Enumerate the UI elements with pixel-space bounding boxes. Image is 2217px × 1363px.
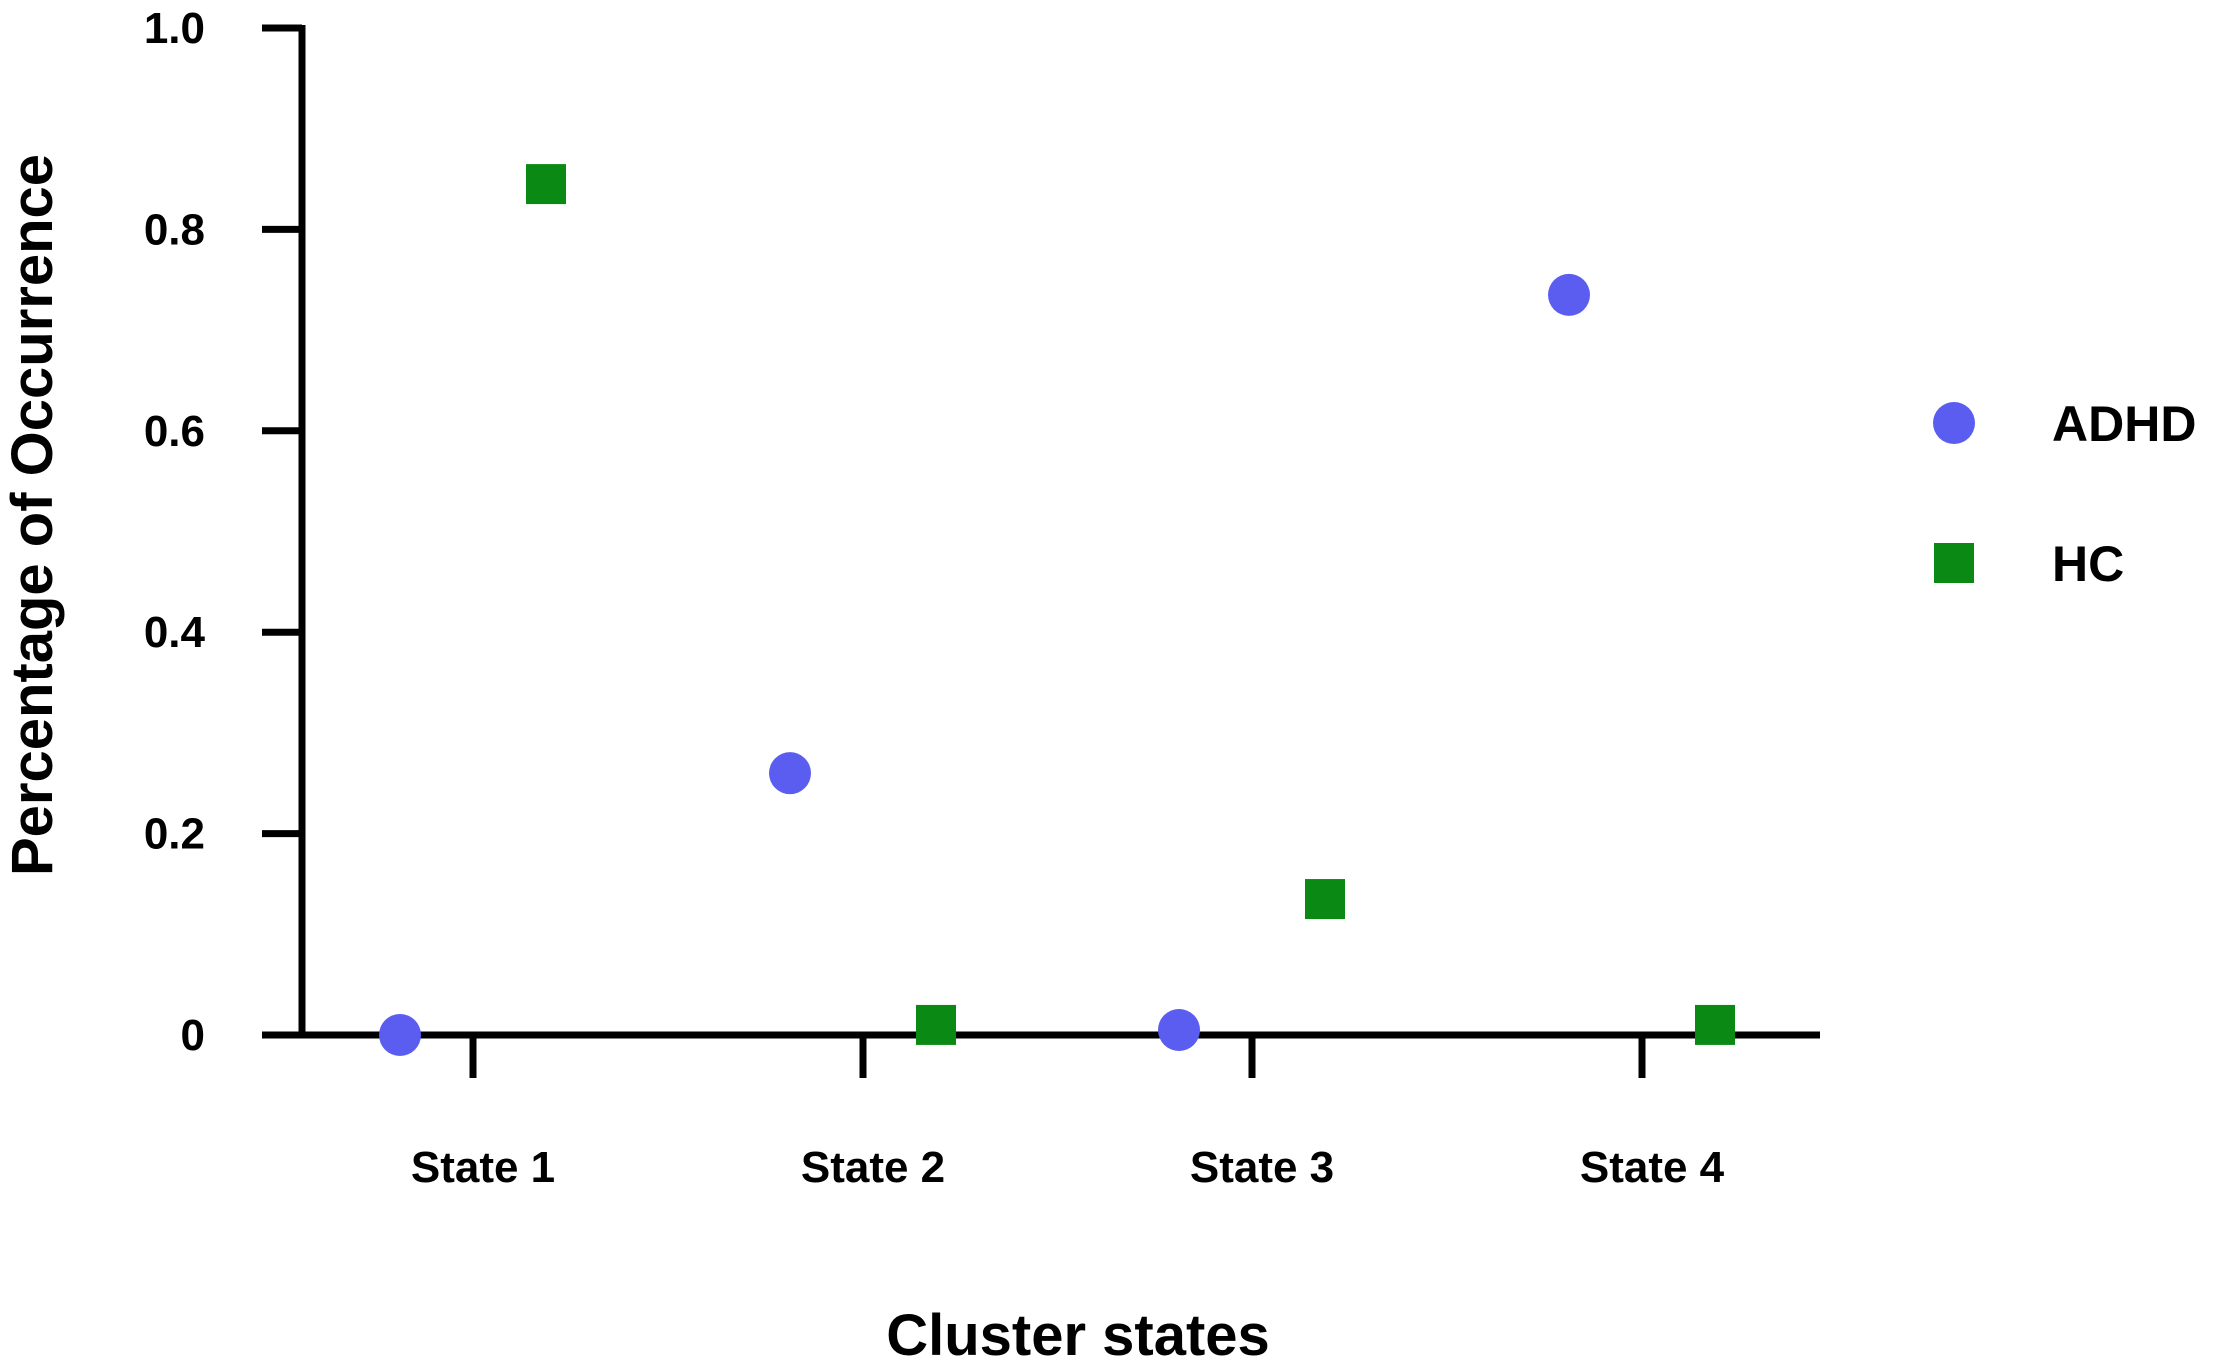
x-tick-label: State 2 xyxy=(801,1143,945,1192)
y-tick-label: 0.4 xyxy=(144,608,206,657)
y-tick-label: 0 xyxy=(181,1011,205,1060)
data-point-adhd xyxy=(379,1014,421,1056)
legend: ADHD HC xyxy=(1933,396,2196,592)
legend-marker-hc xyxy=(1934,543,1974,583)
y-tick-label: 1.0 xyxy=(144,4,205,53)
x-axis-ticks: State 1 State 2 State 3 State 4 xyxy=(411,1035,1725,1192)
data-point-hc xyxy=(1305,879,1345,920)
axes xyxy=(262,25,1820,1039)
y-axis-ticks: 0 0.2 0.4 0.6 0.8 1.0 xyxy=(144,4,302,1060)
y-tick-label: 0.8 xyxy=(144,205,205,254)
data-points xyxy=(379,164,1735,1056)
y-axis-title: Percentage of Occurrence xyxy=(0,154,65,876)
data-point-hc xyxy=(526,164,566,205)
data-point-hc xyxy=(1695,1004,1735,1045)
x-tick-label: State 1 xyxy=(411,1143,555,1192)
data-point-adhd xyxy=(1548,273,1590,316)
y-tick-label: 0.2 xyxy=(144,810,205,859)
legend-label-adhd: ADHD xyxy=(2052,396,2196,452)
data-point-hc xyxy=(916,1004,956,1045)
x-tick-label: State 4 xyxy=(1580,1143,1725,1192)
y-tick-label: 0.6 xyxy=(144,407,205,456)
legend-label-hc: HC xyxy=(2052,536,2124,592)
data-point-adhd xyxy=(769,752,811,795)
data-point-adhd xyxy=(1158,1008,1200,1051)
x-axis-title: Cluster states xyxy=(886,1303,1270,1363)
x-tick-label: State 3 xyxy=(1190,1143,1334,1192)
legend-marker-adhd xyxy=(1933,402,1975,444)
